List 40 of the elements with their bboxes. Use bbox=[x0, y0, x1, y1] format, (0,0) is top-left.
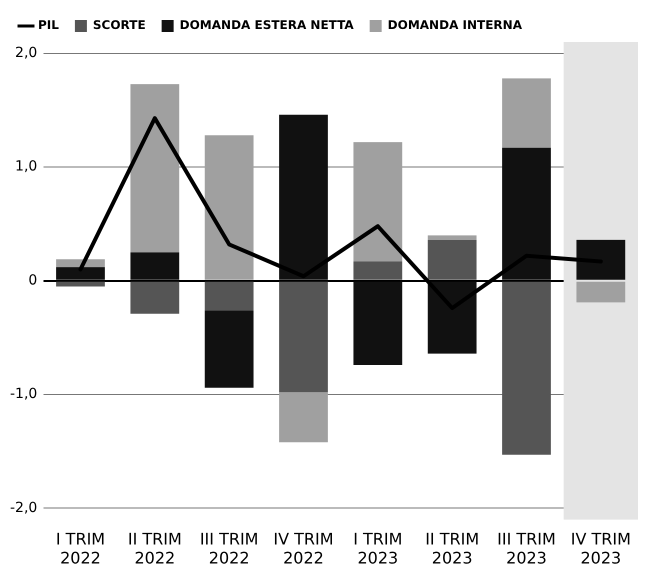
bar bbox=[428, 235, 477, 240]
bar bbox=[353, 261, 402, 280]
y-tick-label: -2,0 bbox=[10, 500, 38, 516]
legend-label: SCORTE bbox=[92, 18, 146, 32]
bar bbox=[576, 282, 626, 302]
x-tick-label: III TRIM 2022 bbox=[200, 529, 258, 568]
bar bbox=[204, 310, 254, 388]
legend-label: DOMANDA ESTERA NETTA bbox=[180, 18, 354, 32]
legend-label: DOMANDA INTERNA bbox=[388, 18, 523, 32]
x-tick-label: IV TRIM 2023 bbox=[570, 529, 631, 568]
y-tick-label: 2,0 bbox=[15, 45, 38, 62]
bar bbox=[279, 114, 328, 280]
legend-label: PIL bbox=[38, 18, 60, 32]
bar bbox=[204, 135, 254, 280]
bar bbox=[204, 282, 254, 310]
x-tick-label: I TRIM 2023 bbox=[353, 529, 402, 568]
bar bbox=[576, 240, 626, 280]
x-tick-label: I TRIM 2022 bbox=[56, 529, 106, 568]
x-tick-label: III TRIM 2023 bbox=[497, 529, 556, 568]
bar bbox=[353, 282, 402, 365]
bar bbox=[502, 78, 551, 148]
bar bbox=[130, 252, 180, 280]
x-tick-label: IV TRIM 2022 bbox=[273, 529, 334, 568]
bar bbox=[428, 282, 477, 354]
bar bbox=[502, 148, 551, 280]
bar bbox=[428, 240, 477, 280]
bar bbox=[353, 142, 402, 262]
bar bbox=[279, 282, 328, 392]
y-tick-label: 1,0 bbox=[15, 158, 38, 175]
bar bbox=[279, 392, 328, 442]
bar bbox=[502, 282, 551, 455]
y-tick-label: 0 bbox=[28, 272, 38, 288]
bar bbox=[56, 267, 105, 280]
x-tick-label: II TRIM 2023 bbox=[425, 529, 480, 568]
bar bbox=[56, 259, 105, 268]
bar bbox=[130, 282, 180, 314]
bar bbox=[130, 84, 180, 252]
bar bbox=[56, 282, 105, 286]
y-tick-label: -1,0 bbox=[10, 386, 38, 402]
x-tick-label: II TRIM 2022 bbox=[128, 529, 182, 568]
